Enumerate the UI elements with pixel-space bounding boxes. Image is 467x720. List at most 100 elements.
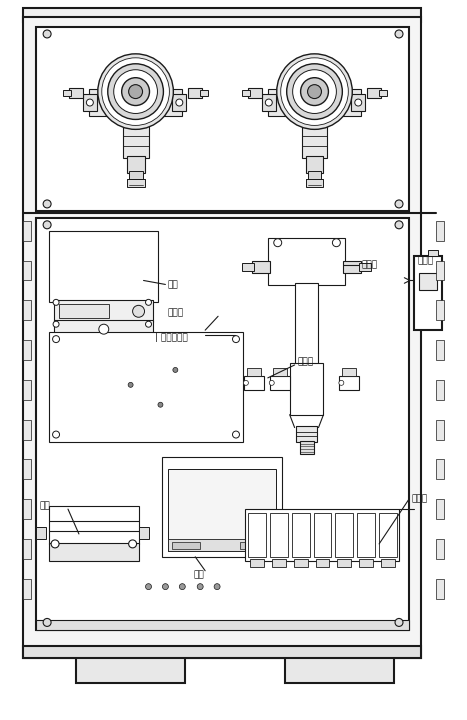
Circle shape — [269, 380, 274, 385]
Bar — [49, 231, 158, 302]
Bar — [139, 527, 149, 539]
Bar — [292, 513, 310, 557]
Bar — [381, 559, 395, 567]
Bar — [272, 559, 286, 567]
Bar — [359, 263, 371, 271]
Bar — [127, 156, 144, 173]
Text: | 转二转接管: | 转二转接管 — [156, 333, 188, 341]
Circle shape — [214, 584, 220, 590]
Bar — [111, 84, 120, 89]
Bar — [23, 300, 31, 320]
Bar — [36, 218, 409, 631]
Circle shape — [293, 70, 336, 114]
Bar — [359, 559, 373, 567]
Bar — [270, 376, 290, 390]
Bar — [335, 513, 353, 557]
Bar — [250, 559, 264, 567]
Circle shape — [43, 618, 51, 626]
Bar — [270, 513, 288, 557]
Bar — [428, 250, 438, 256]
Circle shape — [43, 30, 51, 38]
Bar — [262, 94, 276, 112]
Bar — [436, 499, 444, 519]
Bar — [172, 94, 186, 112]
Bar — [436, 221, 444, 240]
Bar — [268, 89, 361, 117]
Circle shape — [108, 64, 163, 120]
Bar — [36, 621, 409, 631]
Text: 气泵: 气泵 — [167, 280, 178, 289]
Circle shape — [122, 78, 149, 106]
Circle shape — [43, 221, 51, 229]
Bar — [169, 469, 276, 551]
Text: 滤水器: 滤水器 — [361, 260, 377, 269]
Bar — [244, 376, 264, 390]
Bar — [49, 543, 139, 561]
Bar — [252, 261, 270, 273]
Bar — [248, 513, 266, 557]
Bar — [23, 261, 31, 281]
Bar — [247, 368, 261, 376]
Text: 流量计: 流量计 — [418, 256, 434, 265]
Bar — [285, 653, 394, 683]
Bar — [23, 459, 31, 480]
Circle shape — [158, 402, 163, 408]
Circle shape — [98, 54, 173, 130]
Circle shape — [176, 99, 183, 106]
Bar — [242, 89, 250, 96]
Circle shape — [355, 99, 362, 106]
Bar — [436, 420, 444, 439]
Circle shape — [395, 30, 403, 38]
Bar — [436, 380, 444, 400]
Bar — [248, 88, 262, 98]
Circle shape — [53, 321, 59, 327]
Text: 开关: 开关 — [39, 502, 50, 510]
Bar — [150, 84, 161, 89]
Circle shape — [51, 540, 59, 548]
Bar — [290, 363, 324, 415]
Bar — [296, 426, 318, 441]
Bar — [188, 88, 202, 98]
Bar — [313, 513, 332, 557]
Circle shape — [274, 239, 282, 247]
Circle shape — [395, 200, 403, 208]
Bar — [63, 89, 71, 96]
Bar — [123, 117, 149, 158]
Bar — [436, 300, 444, 320]
Bar — [436, 340, 444, 360]
Circle shape — [233, 336, 240, 343]
Bar — [316, 559, 329, 567]
Bar — [340, 376, 359, 390]
Circle shape — [277, 54, 352, 130]
Bar — [414, 256, 442, 330]
Circle shape — [395, 221, 403, 229]
Bar — [308, 171, 321, 181]
Circle shape — [53, 431, 59, 438]
Bar — [342, 368, 356, 376]
Text: 电磁阀: 电磁阀 — [412, 495, 428, 504]
Bar — [36, 527, 46, 539]
Bar — [23, 8, 421, 22]
Circle shape — [281, 58, 348, 125]
Bar — [169, 539, 276, 551]
Circle shape — [339, 380, 344, 385]
Bar — [357, 513, 375, 557]
Circle shape — [133, 305, 144, 318]
Bar — [23, 17, 421, 658]
Circle shape — [333, 239, 340, 247]
Circle shape — [233, 431, 240, 438]
Bar — [172, 542, 200, 549]
Circle shape — [146, 300, 151, 305]
Circle shape — [53, 336, 59, 343]
Circle shape — [287, 64, 342, 120]
Text: 电路板: 电路板 — [167, 309, 184, 318]
Circle shape — [53, 300, 59, 305]
Circle shape — [163, 584, 169, 590]
Bar — [343, 261, 361, 273]
Circle shape — [179, 584, 185, 590]
Bar — [240, 542, 268, 549]
Bar — [127, 179, 144, 187]
Bar — [436, 261, 444, 281]
Bar — [54, 320, 154, 338]
Bar — [329, 84, 340, 89]
